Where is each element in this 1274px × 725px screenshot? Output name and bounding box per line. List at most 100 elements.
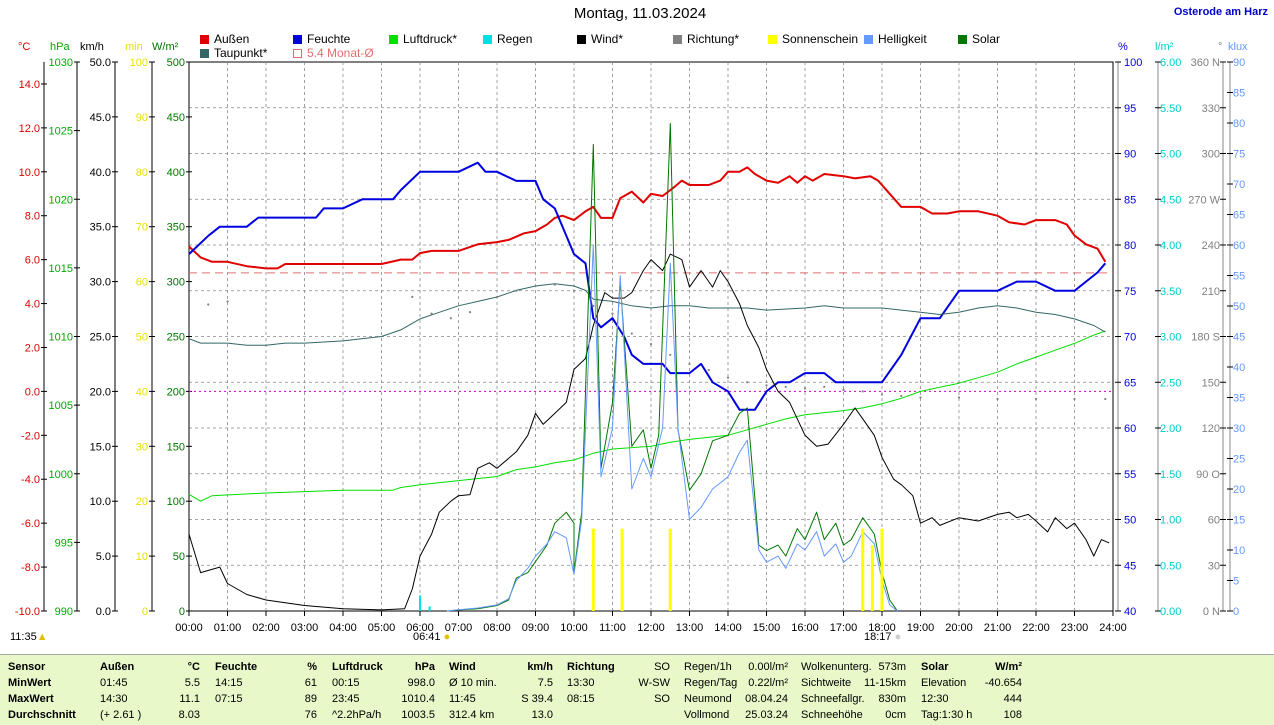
footer-value: 14:15 <box>215 677 243 689</box>
x-tick-label: 04:00 <box>329 622 357 634</box>
legend-swatch <box>768 35 777 44</box>
y-tick-label-temp: -8.0 <box>21 562 40 574</box>
axis-title-dir: ° <box>1218 41 1222 53</box>
series-line-wind <box>188 253 1110 611</box>
y-tick-label-rain: 3.50 <box>1160 286 1181 298</box>
series-line-luftdruck <box>188 330 1106 502</box>
legend-label: Außen <box>214 32 250 46</box>
x-tick-label: 06:00 <box>406 622 434 634</box>
y-tick-label-humidity: 70 <box>1124 332 1136 344</box>
y-tick-label-solar: 400 <box>167 167 185 179</box>
footer-value: 108 <box>1003 709 1022 721</box>
current-time-marker: 11:35▲ <box>10 631 48 643</box>
footer-value: 08.04.24 <box>745 693 788 705</box>
footer-value: Schneefallgr. <box>801 693 865 705</box>
y-tick-label-dir: 180 S <box>1191 332 1220 344</box>
footer-value: 5.5 <box>184 677 200 689</box>
x-tick-label: 23:00 <box>1061 622 1089 634</box>
y-tick-label-solar: 500 <box>167 57 185 69</box>
point-direction <box>611 312 614 315</box>
y-tick-label-temp: -10.0 <box>15 606 40 618</box>
footer-value: Wolkenunterg. <box>801 661 872 673</box>
x-tick-label: 07:00 <box>445 622 473 634</box>
footer-value: % <box>307 661 317 673</box>
footer-column: Wind Ø 10 min. 11:45 312.4 km <box>449 659 549 723</box>
legend-label: Luftdruck* <box>403 32 458 46</box>
y-tick-label-lux: 25 <box>1233 454 1245 466</box>
y-tick-label-lux: 50 <box>1233 301 1245 313</box>
y-tick-label-solar: 50 <box>173 551 185 563</box>
footer-value: 0.00l/m² <box>748 661 788 673</box>
y-tick-label-lux: 0 <box>1233 606 1239 618</box>
y-tick-label-lux: 45 <box>1233 332 1245 344</box>
legend-item: Solar <box>958 32 1000 46</box>
y-tick-label-solar: 200 <box>167 386 185 398</box>
x-tick-label: 14:00 <box>714 622 742 634</box>
point-direction <box>880 393 884 396</box>
x-tick-label: 19:00 <box>907 622 935 634</box>
y-tick-label-humidity: 85 <box>1124 194 1136 206</box>
y-tick-label-solar: 350 <box>167 222 185 234</box>
legend-swatch <box>864 35 873 44</box>
x-tick-label: 12:00 <box>637 622 665 634</box>
y-tick-label-humidity: 50 <box>1124 515 1136 527</box>
footer-value: km/h <box>527 661 553 673</box>
legend-swatch <box>293 49 302 58</box>
y-tick-label-lux: 75 <box>1233 149 1245 161</box>
footer-value: 1010.4 <box>401 693 435 705</box>
footer-value: 61 <box>304 677 317 689</box>
y-tick-label-lux: 55 <box>1233 271 1245 283</box>
footer-value: 08:15 <box>567 693 595 705</box>
y-tick-label-temp: -2.0 <box>21 430 40 442</box>
y-tick-label-wind: 25.0 <box>90 332 111 344</box>
footer-label: MinWert <box>8 677 52 689</box>
legend-swatch <box>200 49 209 58</box>
axis-title-wind: km/h <box>80 41 104 53</box>
point-direction <box>746 381 749 384</box>
footer-column: km/h 7.5 S 39.4 13.0 <box>493 659 553 723</box>
footer-value: 11.1 <box>179 693 200 705</box>
footer-column: SO W-SW SO <box>610 659 670 707</box>
y-tick-label-pressure: 1020 <box>49 194 73 206</box>
x-tick-label: 09:00 <box>522 622 550 634</box>
y-tick-label-humidity: 75 <box>1124 286 1136 298</box>
point-direction <box>515 289 518 292</box>
footer-label: Durchschnitt <box>8 709 76 721</box>
y-tick-label-sunmin: 60 <box>136 277 148 289</box>
y-tick-label-sunmin: 70 <box>136 222 148 234</box>
y-tick-label-rain: 5.50 <box>1160 103 1181 115</box>
footer-value: 12:30 <box>921 693 949 705</box>
point-direction <box>207 303 210 306</box>
footer-column: Solar Elevation 12:30 Tag:1:30 h <box>921 659 1021 723</box>
footer-value: (+ 2.61 ) <box>100 709 142 721</box>
axis-title-pressure: hPa <box>50 41 70 53</box>
series-line-feuchte <box>188 161 1107 411</box>
point-direction <box>226 300 229 303</box>
y-tick-label-lux: 65 <box>1233 210 1245 222</box>
point-direction <box>996 397 999 401</box>
series-line-helligkeit <box>446 244 898 612</box>
x-tick-label: 16:00 <box>791 622 819 634</box>
legend-label: Richtung* <box>687 32 740 46</box>
legend-label: Taupunkt* <box>214 46 268 60</box>
footer-column: Feuchte 14:15 07:15 <box>215 659 315 707</box>
point-direction <box>957 396 961 399</box>
point-direction <box>534 285 537 288</box>
footer-value: S 39.4 <box>521 693 553 705</box>
x-tick-label: 03:00 <box>291 622 319 634</box>
footer-value: 7.5 <box>537 677 553 689</box>
footer-value: Sichtweite <box>801 677 852 689</box>
location-link[interactable]: Osterode am Harz <box>1173 6 1268 18</box>
y-tick-label-lux: 60 <box>1233 240 1245 252</box>
y-tick-label-solar: 100 <box>167 496 185 508</box>
x-tick-label: 05:00 <box>368 622 396 634</box>
footer-label: MaxWert <box>8 693 54 705</box>
footer-value: 8.03 <box>178 709 200 721</box>
footer-value: Wind <box>449 661 476 673</box>
point-direction <box>449 317 452 320</box>
point-direction <box>919 396 922 399</box>
footer-column: Luftdruck 00:15 23:45 ^2.2hPa/h <box>332 659 432 723</box>
point-direction <box>688 362 691 366</box>
legend-label: Sonnenschein <box>782 32 859 46</box>
footer-column: hPa 998.0 1010.4 1003.5 <box>375 659 435 723</box>
